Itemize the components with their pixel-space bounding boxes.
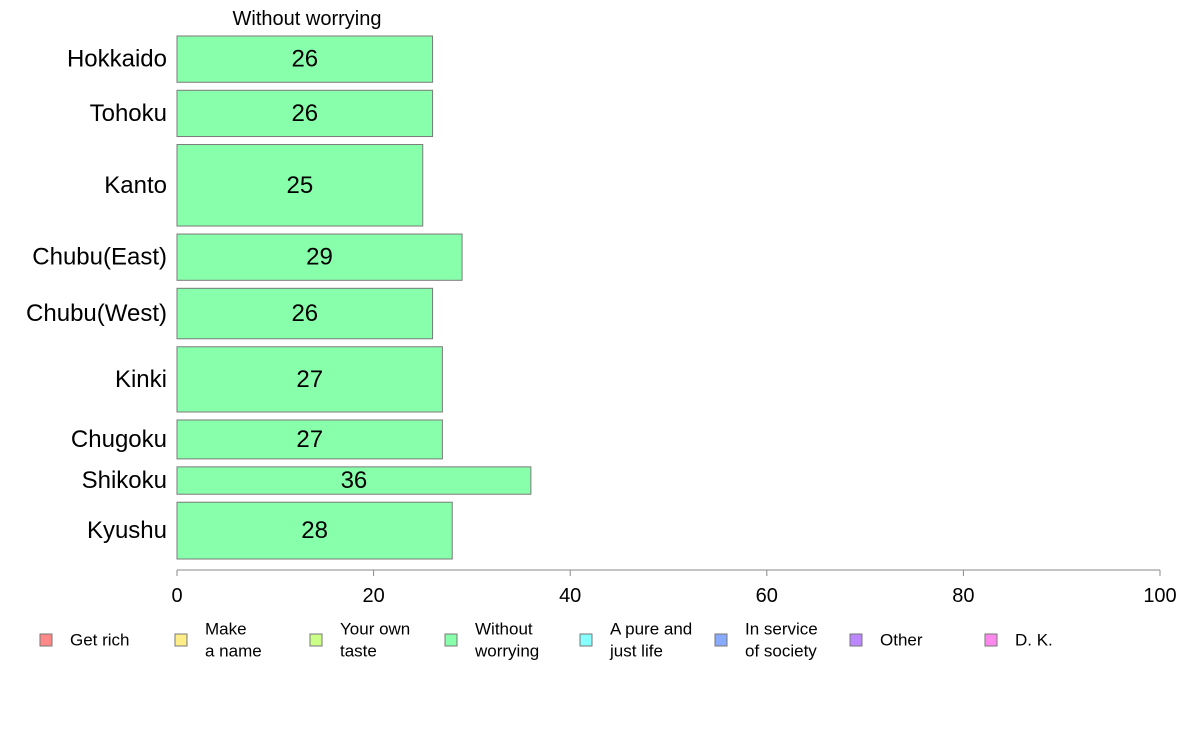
chart-title: Without worrying bbox=[233, 8, 382, 30]
category-label: Chubu(West) bbox=[26, 300, 167, 327]
legend-swatch bbox=[444, 633, 458, 647]
legend-swatch bbox=[39, 633, 53, 647]
legend-label: of society bbox=[745, 642, 817, 661]
legend-label: In service bbox=[745, 620, 818, 639]
bar-kanto bbox=[176, 144, 424, 227]
legend-label: Get rich bbox=[70, 631, 130, 650]
x-tick-label: 40 bbox=[559, 585, 581, 607]
value-label: 26 bbox=[291, 100, 318, 127]
bar-chugoku bbox=[176, 419, 443, 460]
legend-label: Make bbox=[205, 620, 247, 639]
legend: Get rich Make a name Your own taste Without wo… bbox=[39, 620, 1053, 661]
category-label: Chubu(East) bbox=[32, 244, 167, 271]
bars-group: Hokkaido 26 Tohoku 26 Kanto 25 Chubu(East) 29 Ch… bbox=[26, 35, 532, 560]
value-label: 28 bbox=[301, 517, 328, 544]
bar-chubu-east bbox=[176, 233, 463, 281]
category-label: Kinki bbox=[115, 366, 167, 393]
x-tick-label: 60 bbox=[756, 585, 778, 607]
legend-swatch bbox=[579, 633, 593, 647]
value-label: 29 bbox=[306, 244, 333, 271]
category-label: Tohoku bbox=[90, 100, 167, 127]
legend-swatch bbox=[984, 633, 998, 647]
category-label: Kanto bbox=[104, 172, 167, 199]
x-axis: 0 20 40 60 80 100 bbox=[171, 569, 1177, 607]
category-label: Chugoku bbox=[71, 426, 167, 453]
x-tick-label: 20 bbox=[362, 585, 384, 607]
legend-label: taste bbox=[340, 642, 377, 661]
legend-label: A pure and bbox=[610, 620, 692, 639]
legend-label: worrying bbox=[474, 642, 539, 661]
category-label: Shikoku bbox=[82, 467, 167, 494]
legend-swatch bbox=[309, 633, 323, 647]
legend-swatch bbox=[849, 633, 863, 647]
bar-shikoku bbox=[176, 466, 532, 495]
x-tick-label: 0 bbox=[171, 585, 182, 607]
legend-swatch bbox=[174, 633, 188, 647]
category-label: Kyushu bbox=[87, 517, 167, 544]
legend-label: D. K. bbox=[1015, 631, 1053, 650]
value-label: 27 bbox=[296, 426, 323, 453]
value-label: 26 bbox=[291, 300, 318, 327]
value-label: 26 bbox=[291, 46, 318, 73]
legend-swatch bbox=[714, 633, 728, 647]
value-label: 36 bbox=[341, 467, 368, 494]
legend-label: just life bbox=[609, 642, 663, 661]
category-label: Hokkaido bbox=[67, 46, 167, 73]
legend-label: a name bbox=[205, 642, 262, 661]
x-tick-label: 100 bbox=[1143, 585, 1176, 607]
legend-label: Without bbox=[475, 620, 533, 639]
bar-kyushu bbox=[176, 501, 453, 560]
value-label: 25 bbox=[287, 172, 314, 199]
legend-label: Your own bbox=[340, 620, 410, 639]
bar-hokkaido bbox=[176, 35, 434, 83]
bar-tohoku bbox=[176, 89, 434, 138]
x-tick-label: 80 bbox=[952, 585, 974, 607]
legend-label: Other bbox=[880, 631, 923, 650]
bar-kinki bbox=[176, 346, 443, 413]
value-label: 27 bbox=[296, 366, 323, 393]
bar-chubu-west bbox=[176, 287, 434, 340]
